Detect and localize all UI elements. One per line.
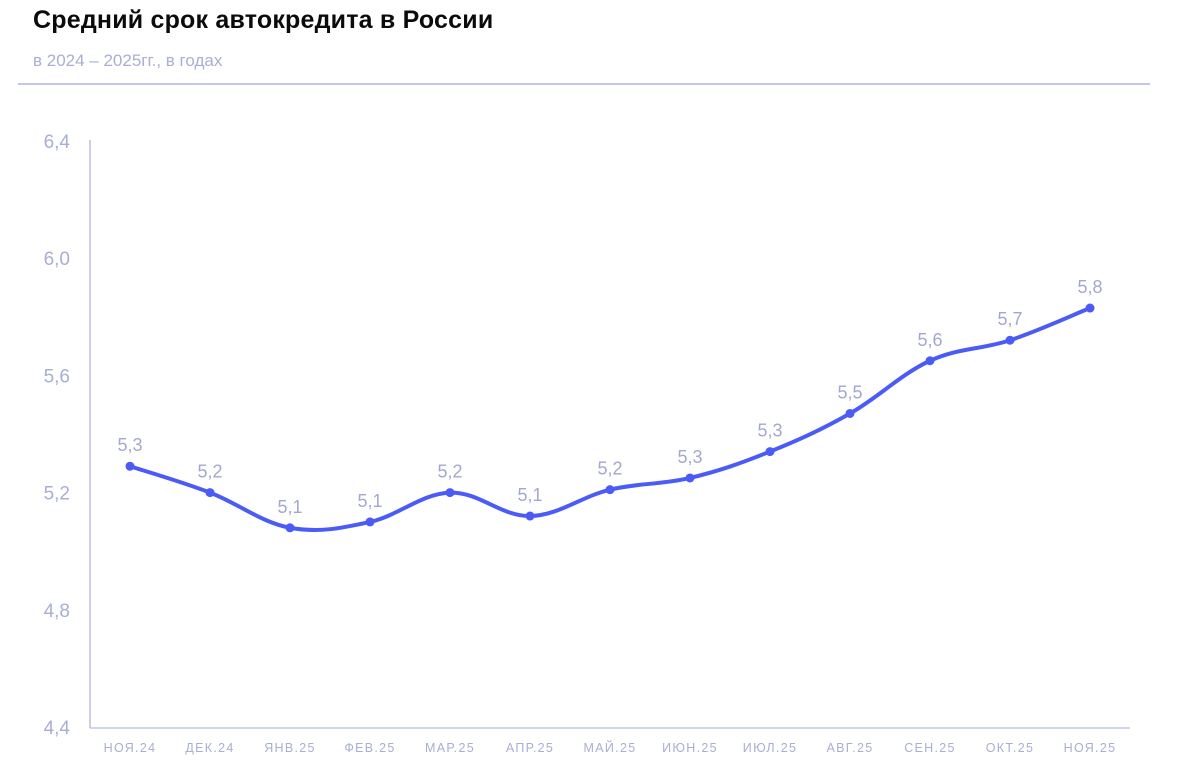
y-axis-ticks: 6,4 6,0 5,6 5,2 4,8 4,4 xyxy=(44,132,71,739)
data-point xyxy=(1005,335,1015,345)
x-axis-ticks: НОЯ.24 ДЕК.24 ЯНВ.25 ФЕВ.25 МАР.25 АПР.25 МАЙ.… xyxy=(104,740,1117,755)
series-line xyxy=(128,306,1092,533)
data-point xyxy=(765,447,775,457)
data-point xyxy=(845,408,855,418)
y-tick-label: 4,8 xyxy=(44,601,70,622)
data-point xyxy=(445,488,455,498)
data-point xyxy=(605,485,615,495)
data-label: 5,1 xyxy=(277,497,302,517)
data-label: 5,3 xyxy=(117,435,142,455)
data-labels: 5,3 5,2 5,1 5,1 5,2 5,1 5,2 5,3 5,3 5,5 5,6 5,7 5,8 xyxy=(117,277,1102,517)
chart-title: Средний срок автокредита в России xyxy=(33,6,494,34)
data-label: 5,1 xyxy=(517,485,542,505)
x-tick-label: ОКТ.25 xyxy=(986,741,1034,755)
data-label: 5,2 xyxy=(437,462,462,482)
x-tick-label: СЕН.25 xyxy=(904,741,956,755)
data-point xyxy=(125,461,135,471)
data-point xyxy=(205,488,215,498)
data-point xyxy=(925,356,935,366)
data-label: 5,1 xyxy=(357,491,382,511)
data-point xyxy=(685,473,695,483)
data-label: 5,5 xyxy=(837,382,862,402)
x-tick-label: МАР.25 xyxy=(425,741,475,755)
y-tick-label: 5,6 xyxy=(44,366,70,387)
x-tick-label: ЯНВ.25 xyxy=(264,741,316,755)
data-point xyxy=(365,517,375,527)
x-tick-label: МАЙ.25 xyxy=(584,740,637,755)
x-tick-label: ФЕВ.25 xyxy=(344,741,395,755)
data-label: 5,2 xyxy=(597,459,622,479)
x-tick-label: НОЯ.24 xyxy=(104,741,157,755)
data-label: 5,6 xyxy=(917,330,942,350)
x-tick-label: АПР.25 xyxy=(506,741,554,755)
chart-subtitle: в 2024 – 2025гг., в годах xyxy=(33,51,223,70)
data-point xyxy=(525,511,535,521)
x-tick-label: ИЮН.25 xyxy=(662,741,718,755)
x-tick-label: ИЮЛ.25 xyxy=(743,741,797,755)
x-tick-label: НОЯ.25 xyxy=(1064,741,1117,755)
data-points xyxy=(125,303,1095,533)
data-label: 5,2 xyxy=(197,462,222,482)
header-divider xyxy=(18,83,1150,85)
x-tick-label: ДЕК.24 xyxy=(185,741,234,755)
y-tick-label: 4,4 xyxy=(44,718,71,739)
y-tick-label: 5,2 xyxy=(44,484,70,505)
x-tick-label: АВГ.25 xyxy=(826,741,873,755)
y-tick-label: 6,0 xyxy=(44,249,70,270)
data-label: 5,3 xyxy=(757,421,782,441)
data-point xyxy=(1085,303,1095,313)
y-tick-label: 6,4 xyxy=(44,132,71,153)
data-label: 5,7 xyxy=(997,309,1022,329)
data-label: 5,3 xyxy=(677,447,702,467)
data-label: 5,8 xyxy=(1077,277,1102,297)
data-point xyxy=(285,523,295,533)
